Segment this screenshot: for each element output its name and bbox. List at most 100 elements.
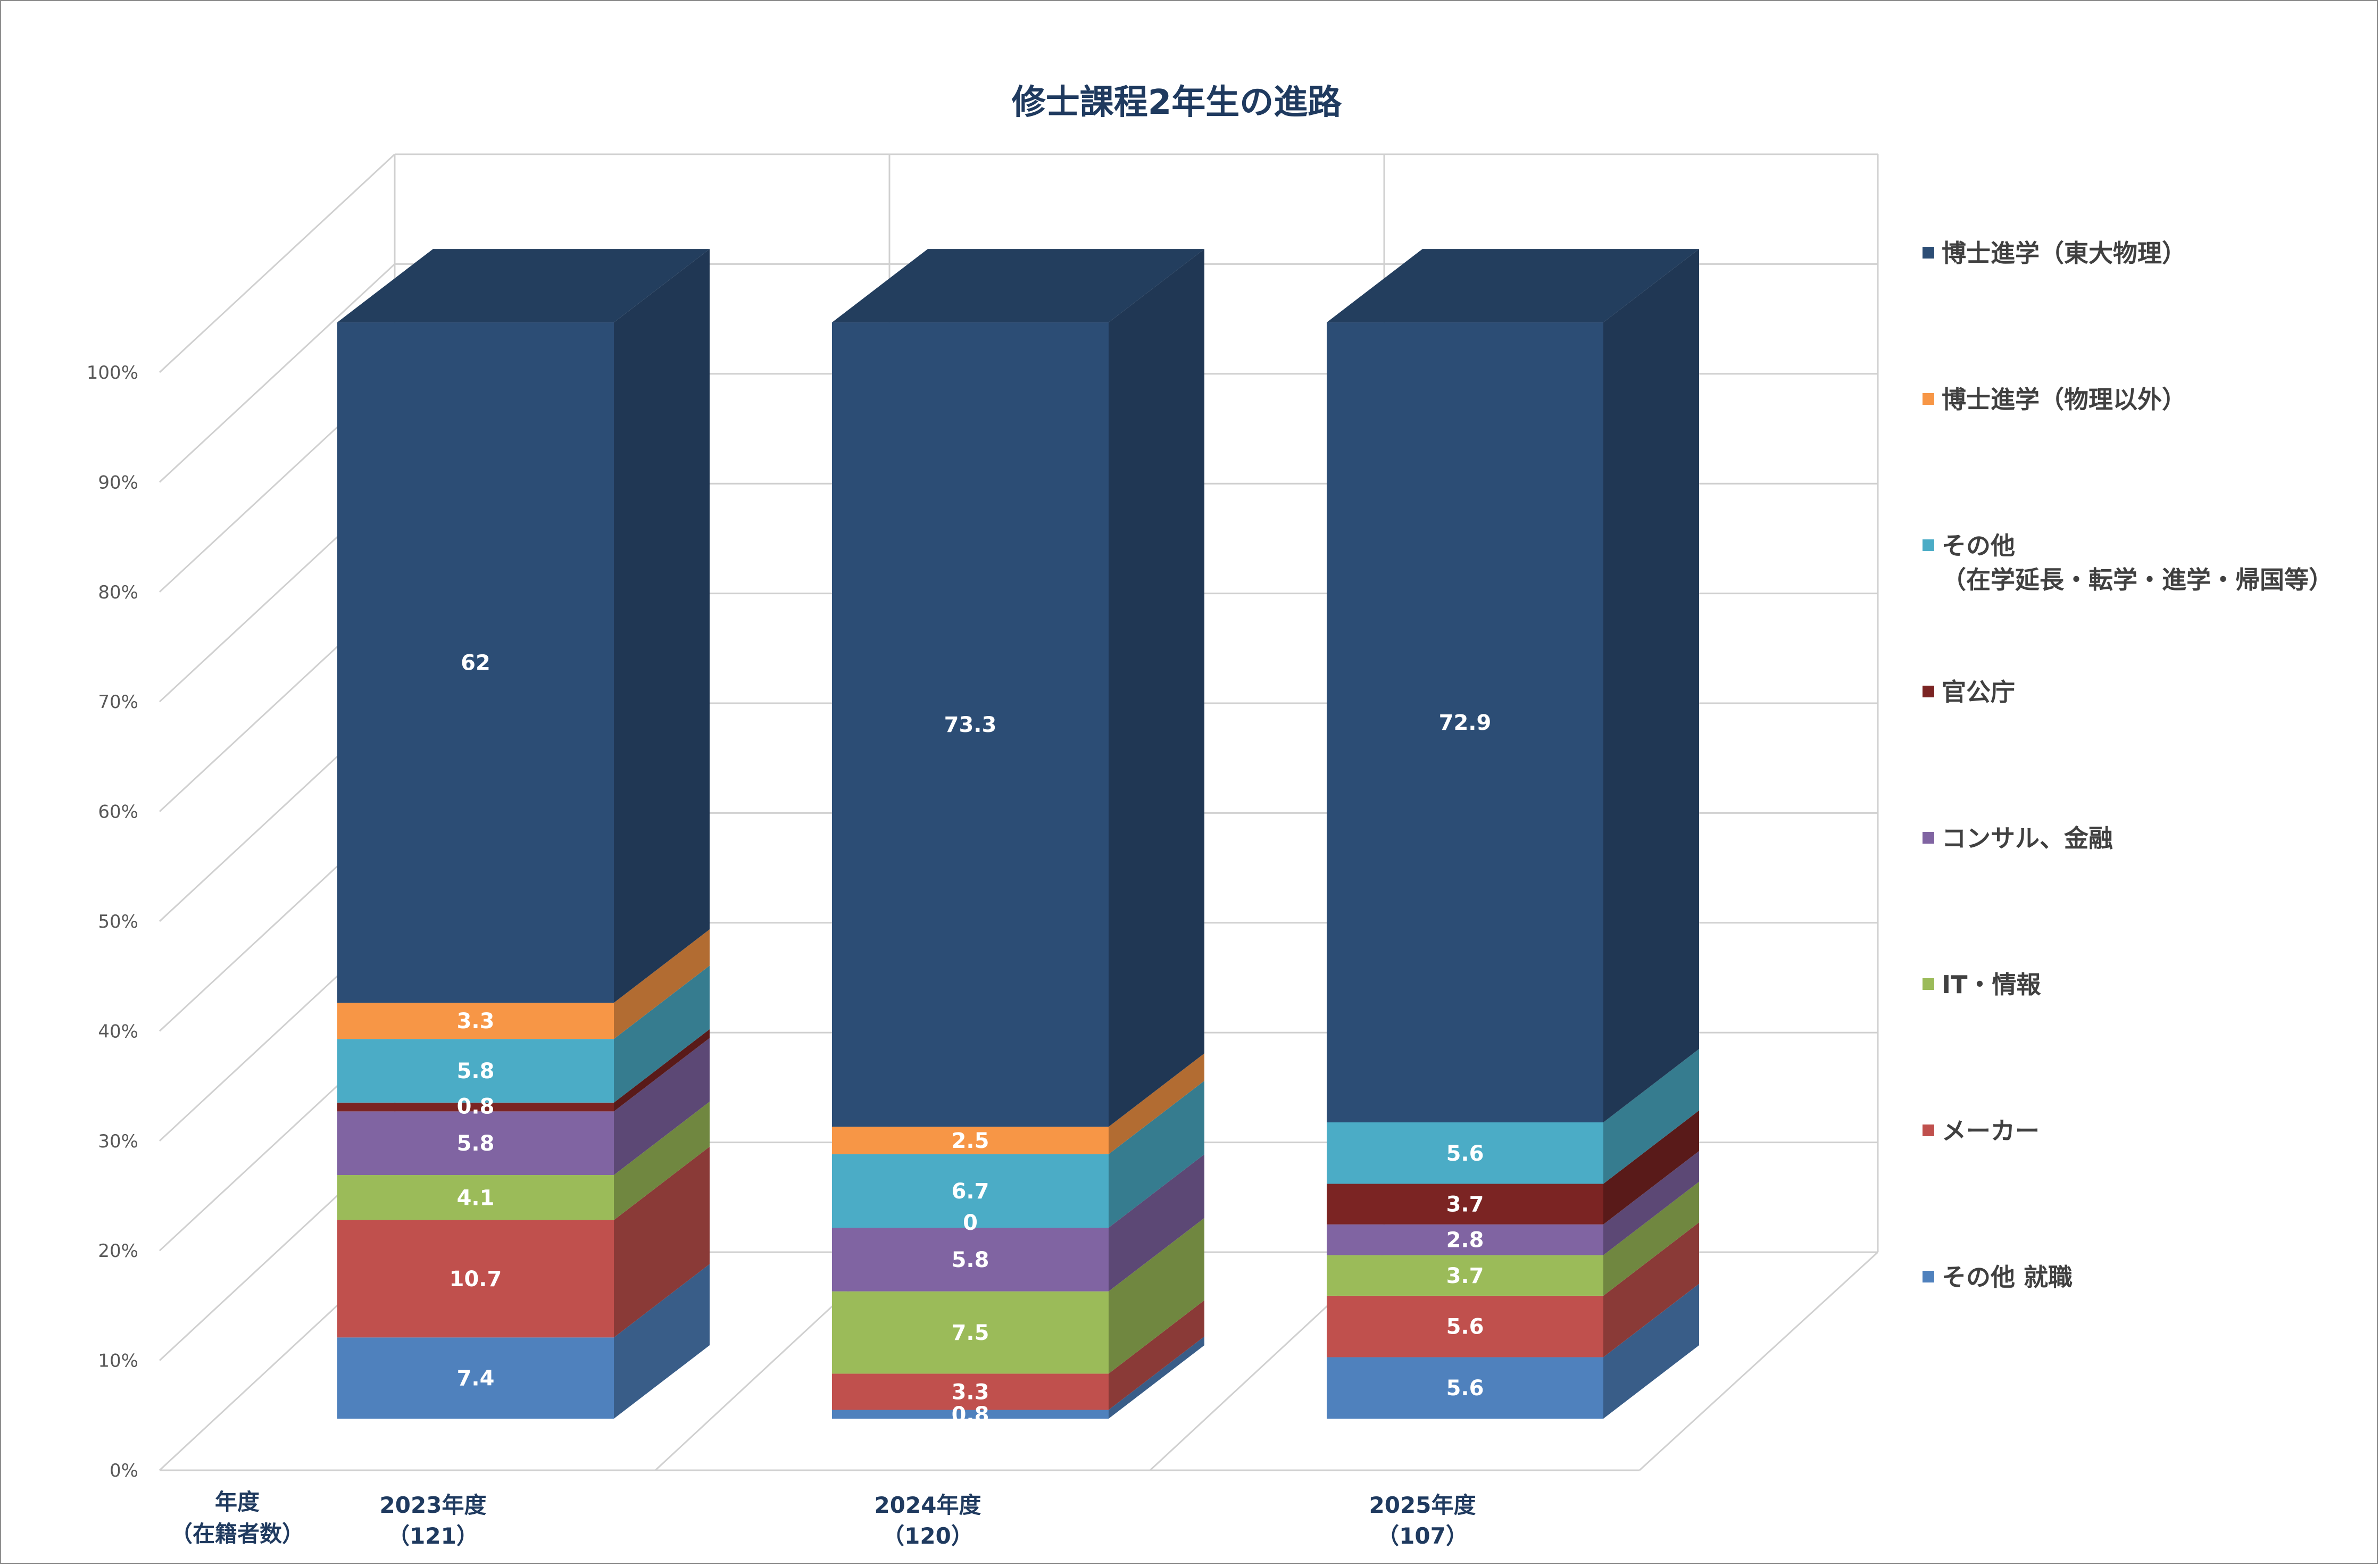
bar-2-segment-3-side	[1603, 1151, 1699, 1255]
gridline-side-9	[159, 263, 396, 483]
data-label: 5.6	[1446, 1142, 1484, 1166]
data-label: 7.4	[457, 1367, 495, 1391]
bar-1-segment-5-front	[832, 1154, 1109, 1228]
x-category-sublabel: （107）	[1377, 1523, 1468, 1549]
legend-swatch	[1923, 686, 1934, 697]
bar-0-segment-0-front	[337, 1337, 614, 1419]
data-label: 3.3	[952, 1380, 989, 1404]
bar-0-top	[337, 249, 710, 323]
bar-0-segment-1-front	[337, 1220, 614, 1338]
legend-label: （在学延長・転学・進学・帰国等）	[1942, 565, 2333, 594]
legend-swatch	[1923, 1271, 1934, 1282]
bar-1-segment-7-front	[832, 322, 1109, 1127]
bar-1-segment-3-side	[1109, 1154, 1204, 1292]
bar-1-segment-5-side	[1109, 1080, 1204, 1228]
legend-swatch	[1923, 247, 1934, 259]
bar-1-segment-0-front	[832, 1410, 1109, 1419]
data-label: 5.8	[457, 1059, 495, 1084]
y-tick-label: 10%	[98, 1351, 138, 1372]
y-tick-label: 90%	[98, 472, 138, 493]
data-label: 62	[461, 651, 490, 676]
bar-1-segment-3-front	[832, 1228, 1109, 1292]
legend-label: 官公庁	[1942, 678, 2015, 706]
data-label: 3.7	[1446, 1193, 1484, 1217]
y-tick-label: 70%	[98, 692, 138, 713]
legend-swatch	[1923, 832, 1934, 844]
legend-label: 博士進学（東大物理）	[1942, 239, 2186, 268]
y-tick-label: 40%	[98, 1021, 138, 1042]
bar-2-segment-0-side	[1603, 1284, 1699, 1419]
bar-2-segment-2-side	[1603, 1181, 1699, 1296]
data-label: 6.7	[952, 1179, 989, 1204]
x-category-label: 2025年度	[1369, 1492, 1476, 1518]
bar-2-segment-0-front	[1327, 1357, 1603, 1419]
bar-0-segment-2-front	[337, 1175, 614, 1220]
data-label: 2.5	[952, 1129, 989, 1153]
data-label: 2.8	[1446, 1228, 1484, 1253]
data-label: 4.1	[457, 1186, 495, 1210]
x-category-sublabel: （121）	[387, 1523, 479, 1549]
data-label: 7.5	[952, 1321, 989, 1345]
bar-1-segment-0-side	[1109, 1336, 1204, 1419]
chart-title: 修士課程2年生の進路	[1012, 83, 1343, 122]
y-tick-label: 100%	[87, 362, 138, 384]
bar-1-segment-7-side	[1109, 249, 1204, 1127]
legend-swatch	[1923, 1124, 1934, 1136]
bar-0-segment-1-side	[614, 1146, 710, 1338]
x-category-label: 2024年度	[875, 1492, 981, 1518]
bar-2-segment-3-front	[1327, 1224, 1603, 1255]
bar-0-segment-6-front	[337, 1003, 614, 1039]
bar-0-segment-7-side	[614, 249, 710, 1003]
bar-0-segment-6-side	[614, 929, 710, 1039]
bar-0-segment-7-front	[337, 322, 614, 1003]
bar-0-segment-4-side	[614, 1029, 710, 1112]
gridline-side-10	[159, 153, 396, 373]
bar-0-segment-2-side	[614, 1102, 710, 1220]
legend-label: IT・情報	[1942, 970, 2041, 999]
y-tick-label: 0%	[110, 1460, 138, 1481]
bar-0-segment-3-front	[337, 1111, 614, 1176]
legend-swatch	[1923, 978, 1934, 990]
data-label: 72.9	[1439, 711, 1492, 735]
bar-2-segment-7-side	[1603, 249, 1699, 1122]
legend-swatch	[1923, 393, 1934, 405]
bar-1-segment-6-front	[832, 1127, 1109, 1154]
legend-swatch	[1923, 539, 1934, 551]
data-label: 5.8	[952, 1248, 989, 1272]
data-label: 5.6	[1446, 1315, 1484, 1339]
x-axis-title: （在籍者数）	[170, 1521, 304, 1547]
data-label: 3.3	[457, 1009, 495, 1034]
y-tick-label: 30%	[98, 1131, 138, 1152]
bar-2-segment-2-front	[1327, 1255, 1603, 1296]
data-label: 0.8	[952, 1403, 989, 1427]
x-category-sublabel: （120）	[882, 1523, 973, 1549]
bar-1-segment-1-front	[832, 1373, 1109, 1410]
bar-2-segment-1-side	[1603, 1222, 1699, 1357]
y-tick-label: 50%	[98, 911, 138, 932]
y-tick-label: 60%	[98, 802, 138, 823]
data-label: 10.7	[450, 1267, 502, 1292]
bar-0-segment-4-front	[337, 1102, 614, 1112]
data-label: 73.3	[944, 713, 997, 737]
bar-0-segment-3-side	[614, 1038, 710, 1176]
bar-2-segment-1-front	[1327, 1295, 1603, 1357]
y-tick-label: 80%	[98, 582, 138, 603]
x-axis-title: 年度	[215, 1489, 260, 1515]
bar-2-segment-5-front	[1327, 1122, 1603, 1184]
bar-2-top	[1327, 249, 1699, 323]
bar-1-segment-2-front	[832, 1291, 1109, 1374]
data-label: 5.6	[1446, 1376, 1484, 1401]
bar-2-segment-4-side	[1603, 1110, 1699, 1225]
bar-0-segment-5-side	[614, 965, 710, 1103]
floor-right-edge	[1638, 1251, 1879, 1471]
bar-1-segment-2-side	[1109, 1218, 1204, 1374]
bar-1-segment-1-side	[1109, 1300, 1204, 1410]
data-label: 5.8	[457, 1131, 495, 1156]
legend-label: その他	[1942, 531, 2015, 560]
bar-2-segment-5-side	[1603, 1048, 1699, 1184]
data-label: 0.8	[457, 1094, 495, 1119]
legend-label: メーカー	[1942, 1117, 2040, 1145]
bar-1-top	[832, 249, 1204, 323]
